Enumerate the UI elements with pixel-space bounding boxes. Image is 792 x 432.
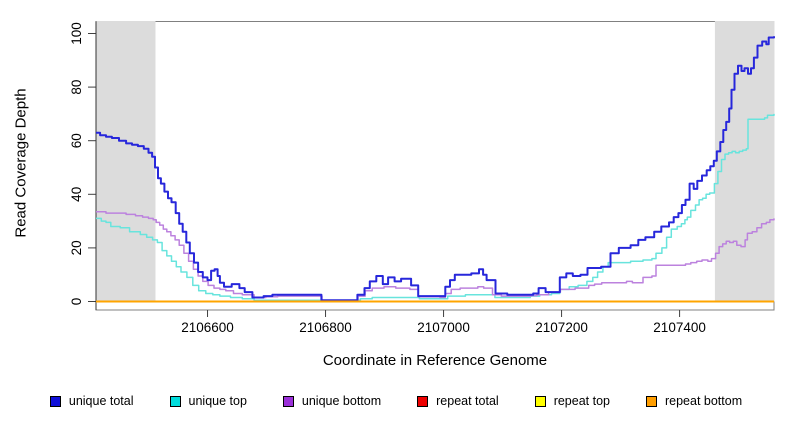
legend-label: unique bottom <box>301 394 382 408</box>
y-tick-label: 40 <box>69 187 84 202</box>
x-axis-title: Coordinate in Reference Genome <box>322 352 548 369</box>
legend-swatch-repeat-top <box>534 395 546 407</box>
legend-swatch-repeat-total <box>417 395 429 407</box>
x-tick-label: 2106600 <box>181 320 234 335</box>
legend-label: repeat top <box>553 394 610 408</box>
legend-item-unique-top: unique top <box>169 394 247 408</box>
legend-swatch-unique-total <box>49 395 61 407</box>
legend-item-repeat-total: repeat total <box>417 394 499 408</box>
shaded-region <box>714 21 775 302</box>
legend-item-repeat-top: repeat top <box>534 394 610 408</box>
x-tick-label: 2107200 <box>535 320 588 335</box>
legend-item-repeat-bottom: repeat bottom <box>645 394 743 408</box>
y-tick-label: 0 <box>69 298 84 306</box>
series-line-unique-top <box>96 113 775 301</box>
legend-label: unique total <box>68 394 134 408</box>
shaded-region <box>96 21 156 302</box>
y-tick-label: 20 <box>69 240 84 255</box>
legend-swatch-repeat-bottom <box>645 395 657 407</box>
legend-label: unique top <box>188 394 247 408</box>
legend-item-unique-total: unique total <box>49 394 134 408</box>
y-tick-label: 80 <box>69 80 84 95</box>
y-axis-title: Read Coverage Depth <box>12 88 30 238</box>
legend-swatch-unique-bottom <box>282 395 294 407</box>
x-tick-label: 2106800 <box>299 320 352 335</box>
legend-item-unique-bottom: unique bottom <box>282 394 382 408</box>
x-tick-label: 2107400 <box>653 320 706 335</box>
legend-label: repeat total <box>436 394 499 408</box>
y-tick-label: 100 <box>69 22 84 45</box>
legend: unique total unique top unique bottom re… <box>0 394 792 408</box>
x-tick-label: 2107000 <box>417 320 470 335</box>
series-line-unique-total <box>96 36 775 302</box>
legend-swatch-unique-top <box>169 395 181 407</box>
series-line-unique-bottom <box>96 210 775 302</box>
y-tick-label: 60 <box>69 133 84 148</box>
legend-label: repeat bottom <box>664 394 743 408</box>
